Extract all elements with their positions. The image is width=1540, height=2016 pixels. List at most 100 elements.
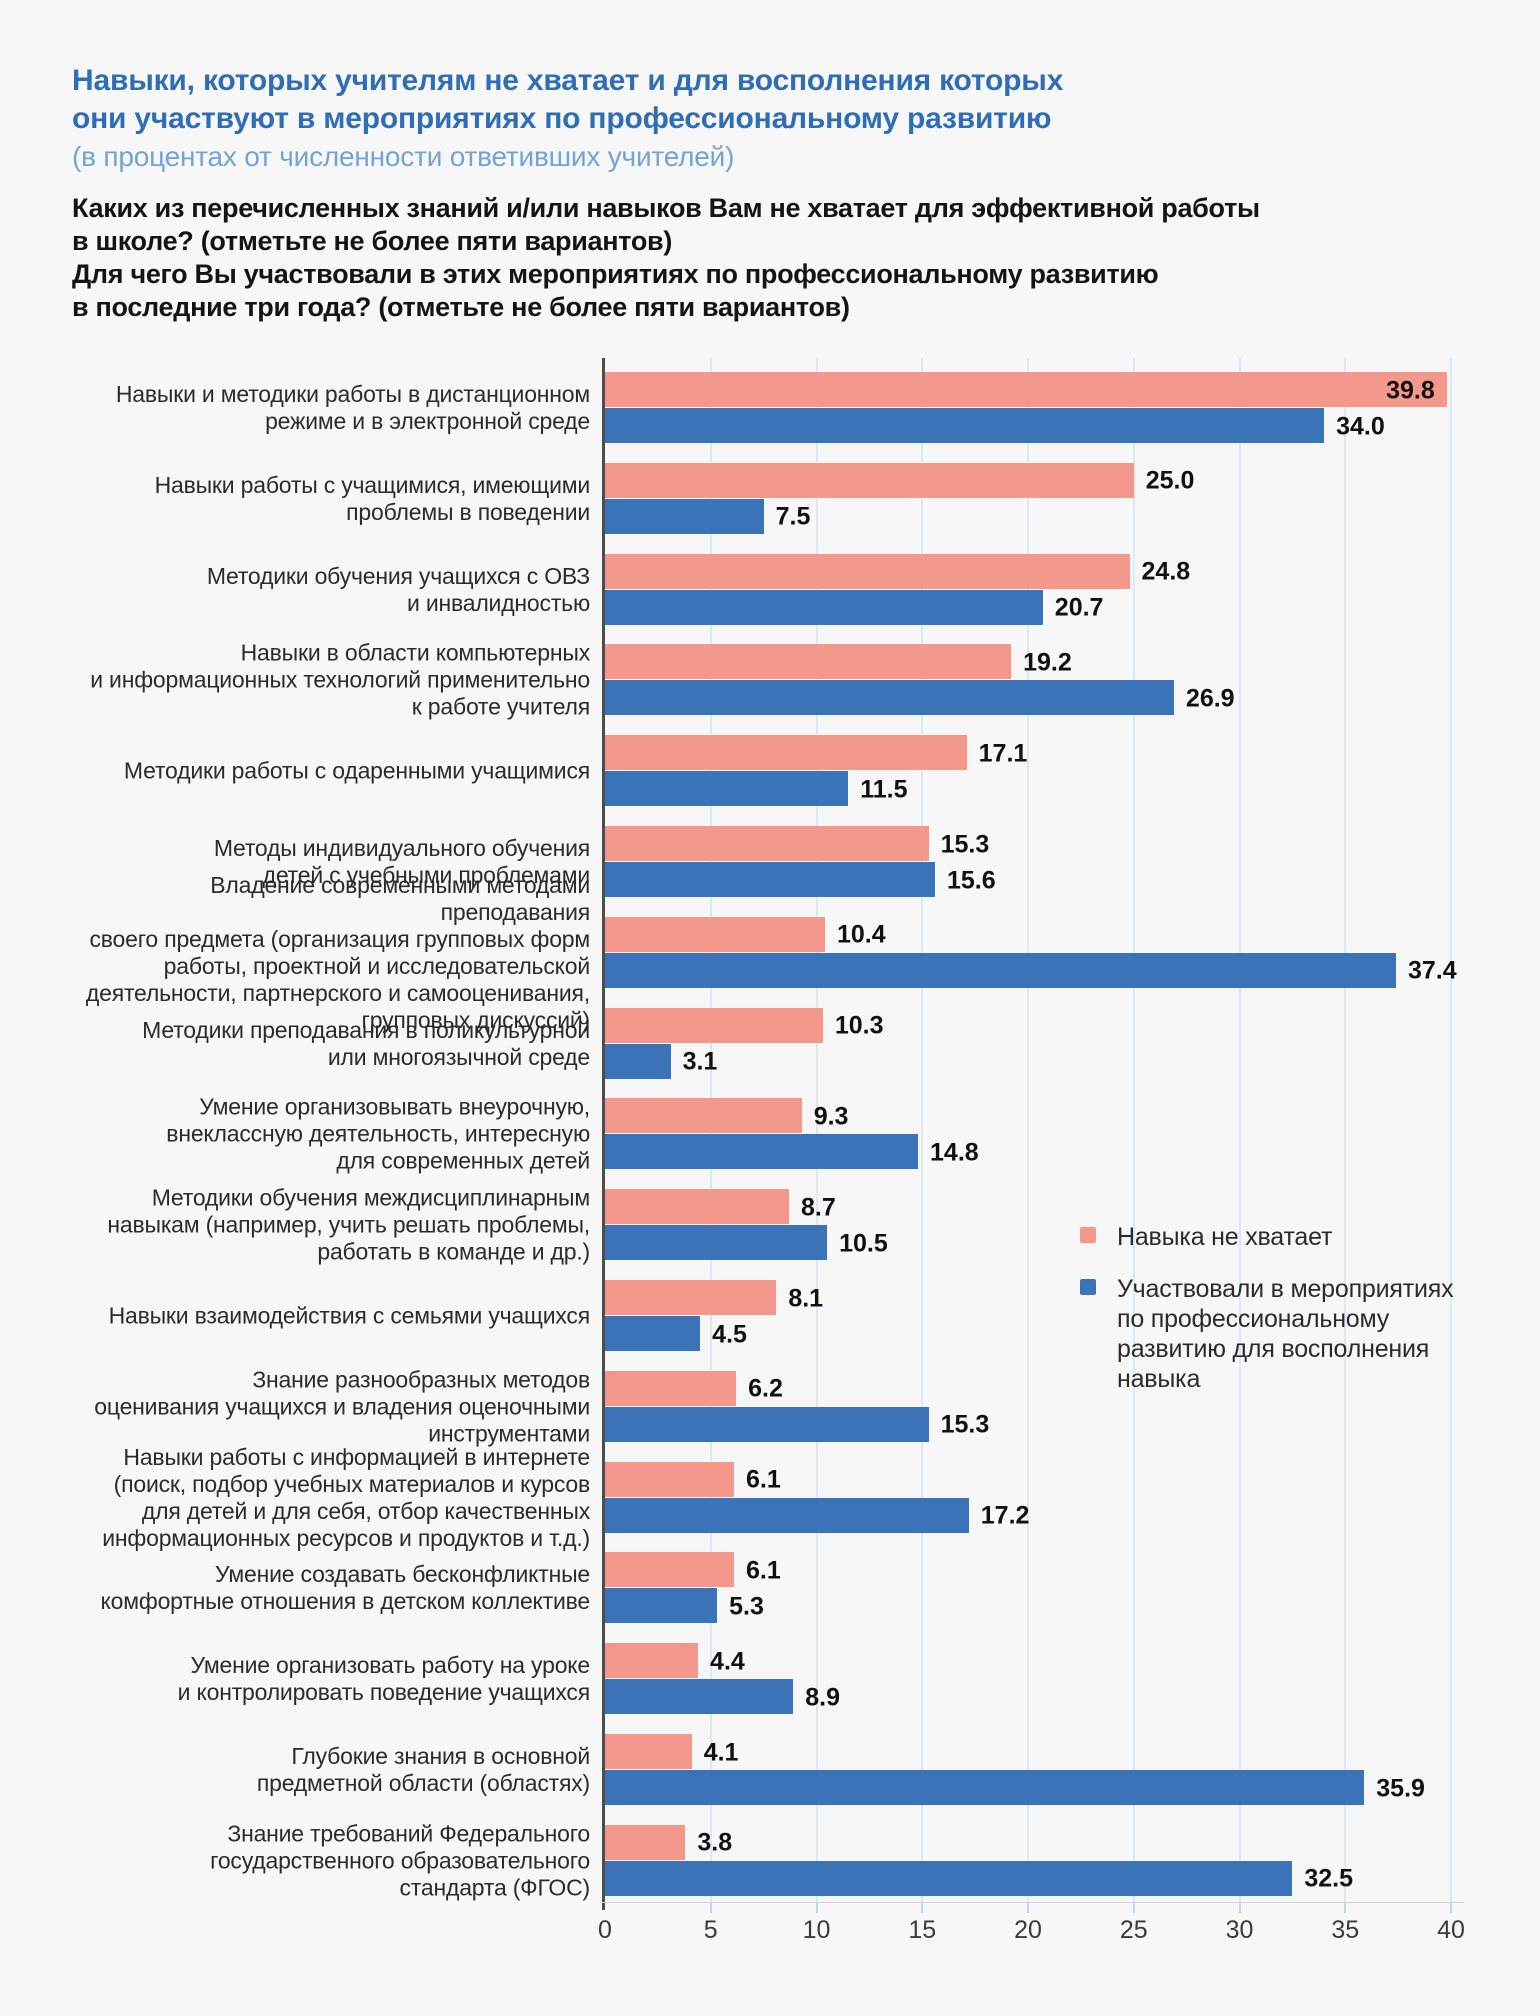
x-tick-label: 30 <box>1225 1916 1254 1944</box>
bar-lack <box>605 1643 699 1679</box>
bar-participated <box>605 771 849 807</box>
axis-tick <box>709 1903 712 1913</box>
y-axis-line <box>602 358 605 1910</box>
bar-lack <box>605 826 929 861</box>
bar-value-label: 39.8 <box>1386 376 1435 404</box>
bar-value-label: 20.7 <box>1054 593 1104 622</box>
bar-participated <box>605 1134 919 1170</box>
bar-lack <box>605 1461 734 1497</box>
bar-participated <box>605 1225 828 1261</box>
bar-value-label: 24.8 <box>1141 557 1191 586</box>
bar-lack <box>605 644 1012 680</box>
x-tick-label: 5 <box>703 1916 718 1944</box>
bar-value-label: 10.3 <box>834 1011 884 1040</box>
x-tick-label: 0 <box>598 1916 612 1944</box>
axis-tick <box>1344 1903 1347 1913</box>
bar-participated <box>605 1316 701 1351</box>
bar-value-label: 10.5 <box>839 1229 888 1258</box>
legend-item-participated: Участвовали в мероприятиях по профессион… <box>1080 1274 1454 1394</box>
gridline <box>1238 358 1241 1903</box>
x-tick-label: 10 <box>802 1916 831 1944</box>
bar-value-label: 11.5 <box>860 775 908 804</box>
category-label: Методики обучения учащихся с ОВЗ и инвал… <box>206 562 590 616</box>
category-label: Умение организовать работу на уроке и ко… <box>177 1652 591 1706</box>
axis-tick <box>1450 1903 1452 1913</box>
bar-value-label: 26.9 <box>1185 684 1235 713</box>
category-label: Знание разнообразных методов оценивания … <box>94 1366 590 1447</box>
bar-participated <box>605 1860 1293 1896</box>
bar-participated <box>605 408 1325 443</box>
bar-value-label: 19.2 <box>1023 648 1072 677</box>
bar-value-label: 32.5 <box>1304 1864 1354 1893</box>
x-tick-label: 15 <box>908 1916 937 1944</box>
gridline <box>921 358 924 1903</box>
bar-value-label: 15.3 <box>940 830 990 858</box>
category-label: Методики преподавания в поликультурной и… <box>142 1016 590 1070</box>
survey-questions: Каких из перечисленных знаний и/или навы… <box>72 193 1260 322</box>
gridline <box>1450 358 1452 1903</box>
bar-value-label: 37.4 <box>1408 956 1457 985</box>
category-label: Навыки и методики работы в дистанционном… <box>115 381 590 434</box>
bar-lack <box>605 1280 777 1315</box>
bar-lack <box>605 1824 686 1860</box>
bar-participated <box>605 952 1396 988</box>
bar-value-label: 3.1 <box>682 1047 718 1076</box>
bar-value-label: 8.9 <box>805 1683 840 1712</box>
category-label: Глубокие знания в основной предметной об… <box>256 1743 590 1796</box>
x-tick-label: 20 <box>1014 1916 1042 1944</box>
category-label: Навыки работы с учащимися, имеющими проб… <box>154 471 591 525</box>
bar-value-label: 17.1 <box>978 739 1028 768</box>
bar-participated <box>605 1043 671 1079</box>
gridline <box>1344 358 1347 1903</box>
bar-value-label: 25.0 <box>1145 466 1195 495</box>
chart-title: Навыки, которых учителям не хватает и дл… <box>72 64 1064 135</box>
bar-lack <box>605 1189 789 1225</box>
bar-value-label: 35.9 <box>1376 1774 1425 1802</box>
bar-lack <box>605 553 1130 589</box>
bar-participated <box>605 1497 969 1533</box>
category-label: Навыки взаимодействия с семьями учащихся <box>108 1302 591 1329</box>
bar-value-label: 6.2 <box>748 1374 783 1403</box>
category-label: Владение современными методами преподава… <box>85 871 590 1033</box>
bar-value-label: 10.4 <box>836 920 886 949</box>
x-tick-label: 40 <box>1437 1916 1465 1944</box>
category-label: Методики работы с одаренными учащимися <box>123 757 590 784</box>
bar-participated <box>605 589 1043 625</box>
bar-lack <box>605 1552 734 1588</box>
category-label: Знание требований Федерального государст… <box>210 1820 590 1901</box>
category-label: Методы индивидуального обучения детей с … <box>213 835 590 888</box>
bar-value-label: 4.1 <box>703 1738 739 1766</box>
bar-participated <box>605 1770 1365 1805</box>
axis-tick <box>815 1903 818 1913</box>
x-tick-label: 35 <box>1331 1916 1360 1944</box>
bar-participated <box>605 1588 718 1624</box>
bar-value-label: 8.7 <box>801 1193 836 1222</box>
bar-value-label: 4.4 <box>710 1647 745 1676</box>
axis-tick <box>1132 1903 1135 1913</box>
x-axis-line <box>602 1902 1464 1903</box>
x-tick-label: 25 <box>1119 1916 1148 1944</box>
category-label: Умение создавать бесконфликтные комфортн… <box>100 1561 591 1615</box>
bar-lack <box>605 1007 823 1043</box>
legend-label-participated: Участвовали в мероприятиях по профессион… <box>1117 1275 1454 1393</box>
bar-value-label: 15.6 <box>946 866 996 894</box>
legend-swatch-lack <box>1080 1227 1096 1243</box>
legend-item-lack: Навыка не хватает <box>1080 1222 1453 1252</box>
bar-value-label: 6.1 <box>746 1465 781 1494</box>
axis-tick <box>1027 1903 1029 1913</box>
axis-tick <box>1238 1903 1241 1913</box>
bar-participated <box>605 862 935 897</box>
category-label: Навыки в области компьютерных и информац… <box>90 639 590 720</box>
category-label: Навыки работы с информацией в интернете … <box>102 1443 590 1551</box>
bar-value-label: 15.3 <box>940 1410 990 1439</box>
gridline <box>1132 358 1135 1903</box>
bar-value-label: 8.1 <box>788 1284 824 1312</box>
bar-value-label: 34.0 <box>1336 412 1385 440</box>
bar-lack <box>605 1734 692 1769</box>
bar-value-label: 4.5 <box>712 1320 747 1348</box>
bar-lack <box>605 1370 737 1406</box>
bar-value-label: 3.8 <box>697 1828 733 1857</box>
bar-value-label: 9.3 <box>813 1102 849 1131</box>
